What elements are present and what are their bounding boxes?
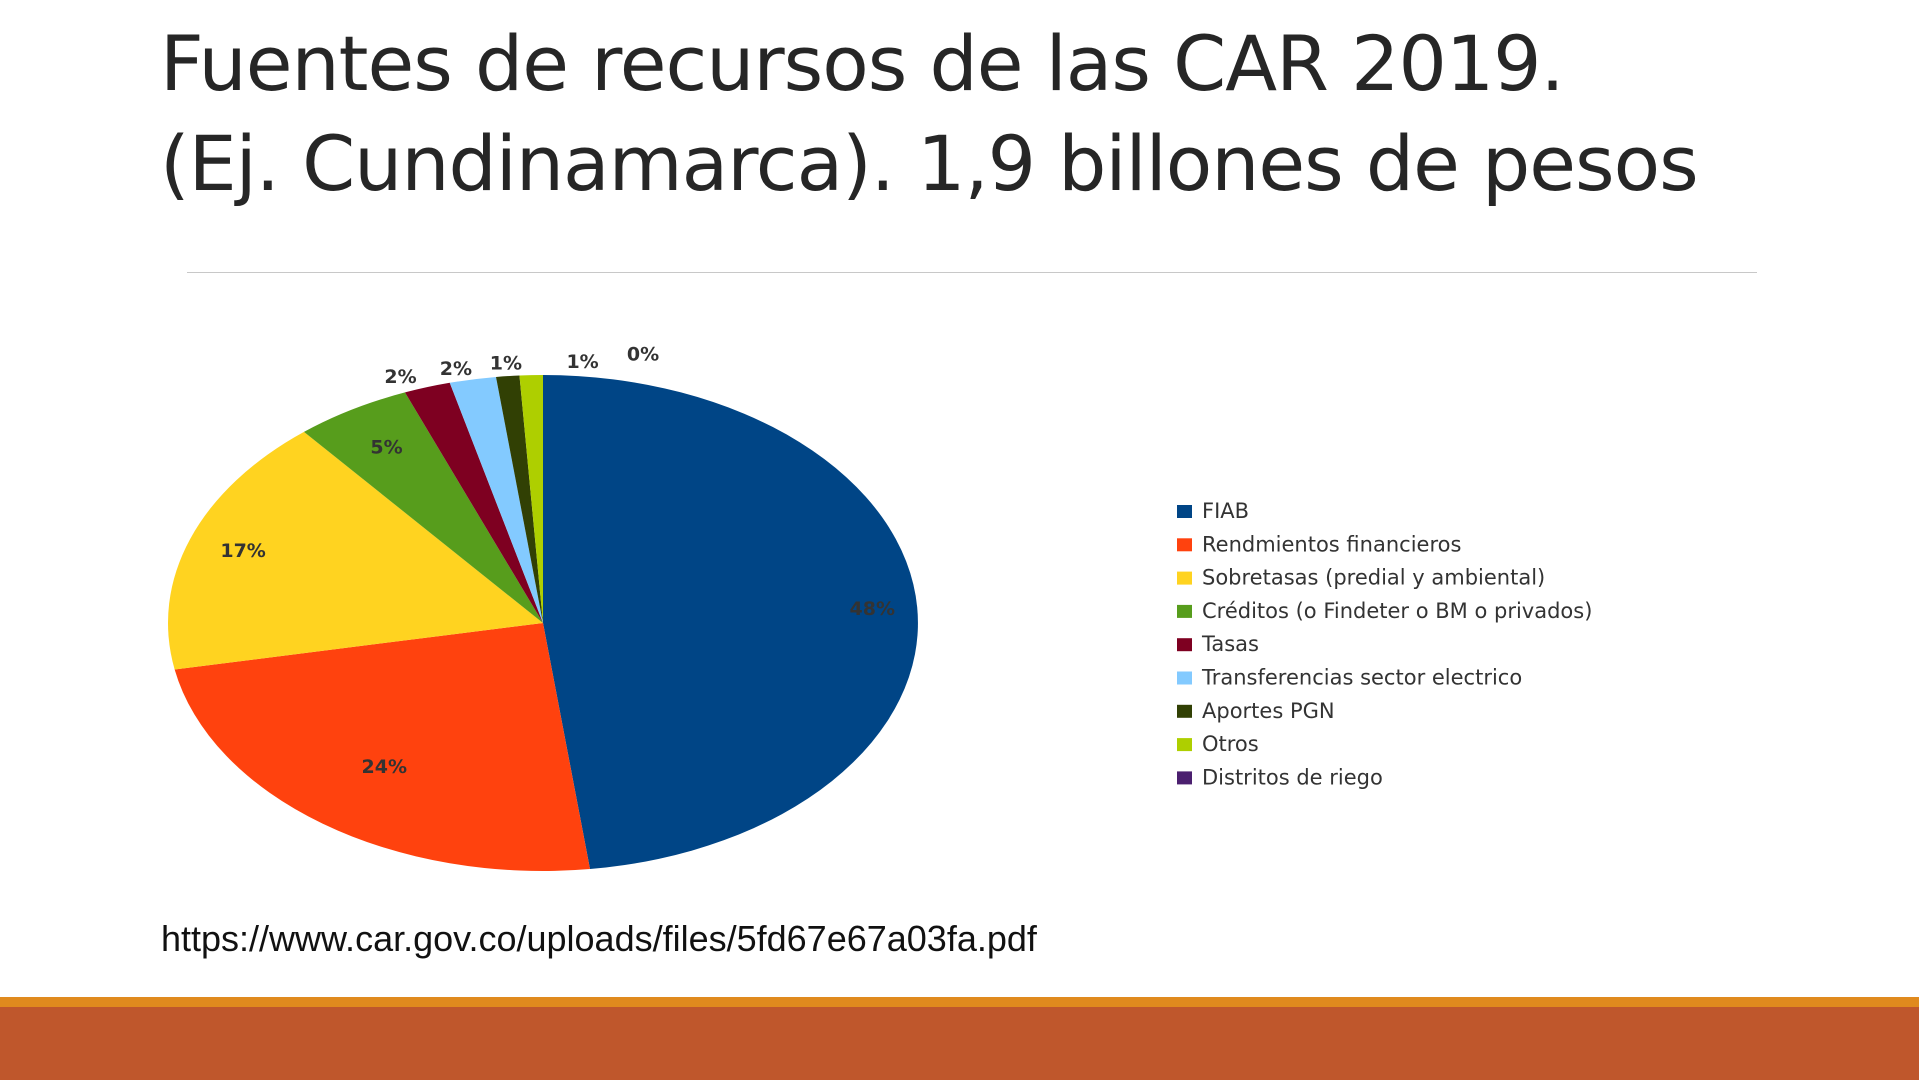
footer-band [0, 1007, 1919, 1080]
slide-title: Fuentes de recursos de las CAR 2019. (Ej… [160, 14, 1800, 214]
slice-label-transferencias-sector-electrico: 2% [440, 358, 472, 380]
legend-swatch-sobretasas-predial-y-ambiental [1177, 571, 1192, 585]
slice-label-sobretasas-predial-y-ambiental: 17% [220, 540, 265, 562]
source-link[interactable]: https://www.car.gov.co/uploads/files/5fd… [161, 918, 1037, 959]
legend-swatch-rendmientos-financieros [1177, 538, 1192, 552]
slide-title-line-1: Fuentes de recursos de las CAR 2019. [160, 19, 1565, 108]
slide-title-line-2: (Ej. Cundinamarca). 1,9 billones de peso… [160, 119, 1699, 208]
legend-label-creditos-o-findeter-o-bm-o-privados: Créditos (o Findeter o BM o privados) [1202, 599, 1592, 623]
slice-label-tasas: 2% [384, 366, 416, 388]
pie-slice-sobretasas-predial-y-ambiental [167, 431, 543, 670]
pie-slice-aportes-pgn [496, 375, 543, 623]
legend-swatch-transferencias-sector-electrico [1177, 671, 1192, 685]
slice-label-distritos-de-riego: 0% [627, 344, 659, 366]
legend-swatch-creditos-o-findeter-o-bm-o-privados [1177, 604, 1192, 618]
legend-swatch-fiab [1177, 505, 1192, 518]
legend-label-tasas: Tasas [1201, 632, 1259, 656]
pie-slices [167, 375, 918, 871]
pie-slice-tasas [404, 382, 543, 623]
slice-label-fiab: 48% [850, 598, 895, 620]
legend-label-otros: Otros [1202, 732, 1259, 756]
legend-label-transferencias-sector-electrico: Transferencias sector electrico [1201, 666, 1522, 690]
slice-label-aportes-pgn: 1% [490, 352, 522, 374]
chart-legend: FIAB Rendmientos financieros Sobretasas (p… [1177, 499, 1592, 789]
legend-swatch-aportes-pgn [1177, 704, 1192, 718]
legend-label-distritos-de-riego: Distritos de riego [1202, 765, 1383, 789]
legend-swatch-distritos-de-riego [1177, 771, 1192, 785]
pie-slice-otros [519, 375, 543, 623]
pie-chart: 48% 24% 17% 5% 2% 2% 1% 1% 0% FIAB Rendmientos fi… [167, 344, 1592, 871]
pie-slice-creditos-o-findeter-o-bm-o-privados [303, 392, 543, 623]
slice-label-otros: 1% [566, 351, 598, 373]
legend-label-aportes-pgn: Aportes PGN [1202, 699, 1335, 723]
slice-label-rendmientos-financieros: 24% [362, 756, 407, 778]
legend-label-rendmientos-financieros: Rendmientos financieros [1202, 532, 1461, 556]
pie-slice-fiab [543, 375, 918, 870]
pie-slice-rendmientos-financieros [174, 623, 590, 871]
legend-label-sobretasas-predial-y-ambiental: Sobretasas (predial y ambiental) [1202, 566, 1545, 590]
legend-label-fiab: FIAB [1202, 499, 1249, 523]
legend-swatch-otros [1177, 738, 1192, 752]
footer-accent-band [0, 997, 1919, 1007]
slice-label-creditos-o-findeter-o-bm-o-privados: 5% [370, 437, 402, 459]
title-divider [187, 272, 1757, 273]
legend-swatch-tasas [1177, 638, 1192, 652]
pie-slice-labels: 48% 24% 17% 5% 2% 2% 1% 1% 0% [220, 344, 895, 778]
pie-slice-transferencias-sector-electrico [449, 376, 543, 623]
